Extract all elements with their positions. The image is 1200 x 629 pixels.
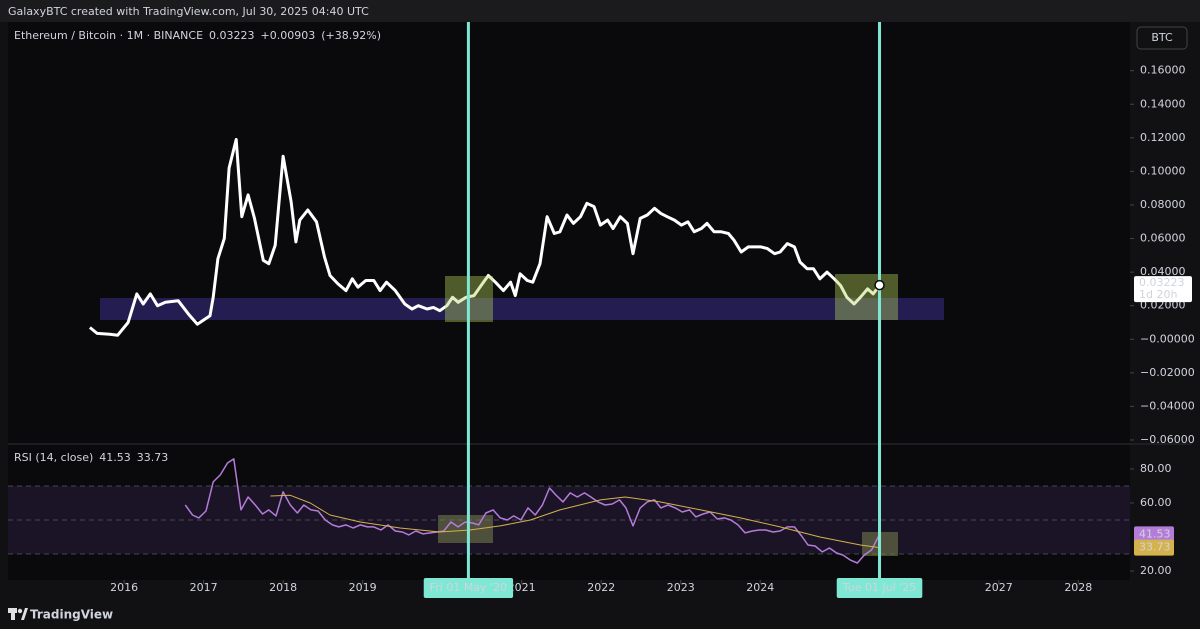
x-tick-label: 2022 [587, 581, 615, 594]
logo-part [17, 608, 23, 614]
series-line [88, 138, 881, 337]
y-tick-label: 0.16000 [1140, 64, 1186, 77]
x-tick-label: 2017 [190, 581, 218, 594]
marker-label-bg [836, 578, 923, 598]
rsi-pane [8, 445, 1130, 580]
y-tick-label: 0.14000 [1140, 97, 1186, 110]
rsi-legend-signal: 33.73 [137, 451, 169, 464]
header-bar [0, 0, 1200, 22]
y-tick-label: −0.06000 [1140, 433, 1195, 446]
y-tick-label: 0.04000 [1140, 265, 1186, 278]
watermark: TradingView [30, 608, 113, 622]
x-tick-label: 2019 [349, 581, 377, 594]
currency-button[interactable] [1136, 26, 1188, 50]
legend-symbol: Ethereum / Bitcoin · 1M · BINANCE [14, 29, 203, 42]
highlight-box [835, 274, 898, 320]
support-zone [100, 298, 944, 320]
y-tick-label: 60.00 [1140, 496, 1172, 509]
y-tick-label: 0.10000 [1140, 164, 1186, 177]
price-label: 0.03223 [1139, 276, 1185, 289]
header-title: GalaxyBTC created with TradingView.com, … [8, 5, 369, 18]
rsi-value-bg [1134, 539, 1174, 556]
overlay: 0.16000 0.14000 0.12000 0.10000 0.08000 0.060… [14, 22, 1195, 598]
legend-close: 0.03223 [209, 29, 255, 42]
price-label-bg [1134, 276, 1192, 303]
marker-label: Tue 01 Jul '25 [842, 581, 917, 594]
y-tick-label: −0.04000 [1140, 399, 1195, 412]
logo [8, 608, 28, 620]
rsi-legend-title: RSI (14, close) [14, 451, 93, 464]
y-tick-label: −0.00000 [1140, 332, 1195, 345]
logo-part [21, 608, 28, 620]
x-tick-label: 2018 [269, 581, 297, 594]
marker-label-bg [423, 578, 514, 598]
legend-change-pct: (+38.92%) [321, 29, 381, 42]
y-tick-label: 0.06000 [1140, 232, 1186, 245]
currency-label[interactable]: BTC [1151, 31, 1173, 44]
y-tick-label: 0.08000 [1140, 198, 1186, 211]
price-countdown: 1d 20h [1139, 288, 1177, 301]
y-tick-label: 80.00 [1140, 462, 1172, 475]
x-tick-label: 2024 [746, 581, 774, 594]
series-line [184, 458, 881, 564]
y-tick-label: 0.12000 [1140, 131, 1186, 144]
rsi-value-label: 33.73 [1139, 541, 1171, 554]
rsi-value-bg [1134, 526, 1174, 543]
annotations [100, 298, 944, 556]
series-line [270, 494, 880, 549]
logo-part [11, 608, 15, 620]
x-tick-label: 2016 [110, 581, 138, 594]
highlight-box [438, 515, 493, 543]
rsi-value-label: 41.53 [1139, 527, 1171, 540]
x-tick-label: 2023 [667, 581, 695, 594]
x-tick-label: 2028 [1064, 581, 1092, 594]
marker-label: Fri 01 May '20 [430, 581, 507, 594]
legend-change: +0.00903 [261, 29, 316, 42]
x-tick-label: 2027 [985, 581, 1013, 594]
y-tick-label: 20.00 [1140, 564, 1172, 577]
price-pane [8, 22, 1130, 443]
plot [8, 138, 1130, 564]
y-tick-label: −0.02000 [1140, 366, 1195, 379]
rsi-legend-value: 41.53 [99, 451, 131, 464]
last-point [874, 279, 885, 291]
x-tick-label: 2021 [508, 581, 536, 594]
